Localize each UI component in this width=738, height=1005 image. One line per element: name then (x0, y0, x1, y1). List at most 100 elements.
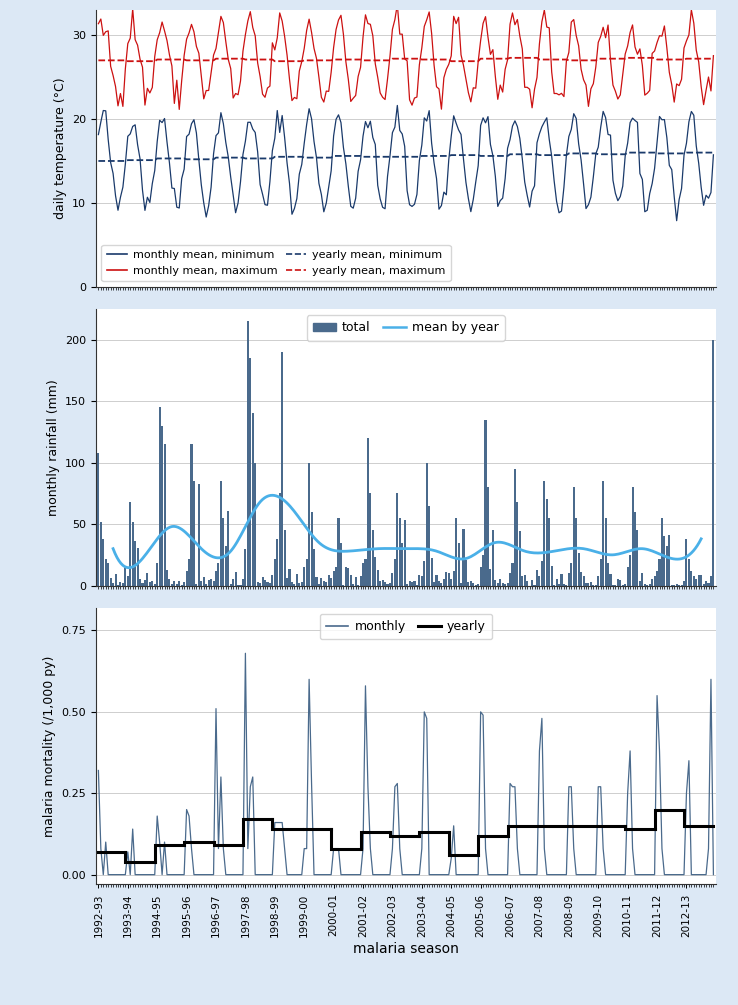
Bar (207, 580, 210, 586)
Bar (151, 582, 154, 586)
Bar (551, 566, 553, 586)
X-axis label: malaria season: malaria season (353, 943, 459, 957)
Bar (627, 567, 629, 586)
Bar (423, 561, 425, 586)
Bar (112, 583, 114, 586)
Bar (340, 543, 342, 586)
Bar (703, 584, 705, 586)
Bar (690, 571, 692, 586)
Bar (524, 575, 525, 586)
Bar (656, 571, 658, 586)
Bar (183, 582, 185, 586)
Legend: monthly, yearly: monthly, yearly (320, 614, 492, 639)
Bar (193, 481, 195, 586)
Bar (624, 584, 627, 586)
Bar (619, 580, 621, 586)
Y-axis label: monthly rainfall (mm): monthly rainfall (mm) (46, 379, 60, 516)
Bar (379, 581, 382, 586)
Bar (235, 572, 237, 586)
Bar (563, 585, 565, 586)
Bar (545, 499, 548, 586)
Bar (129, 501, 131, 586)
Bar (335, 567, 337, 586)
Bar (693, 576, 695, 586)
Bar (337, 518, 339, 586)
Bar (124, 566, 126, 586)
Bar (249, 358, 252, 586)
Bar (509, 573, 511, 586)
Bar (283, 531, 286, 586)
Bar (651, 579, 653, 586)
Bar (303, 567, 306, 586)
Bar (617, 579, 619, 586)
Bar (298, 583, 300, 586)
Bar (274, 559, 276, 586)
Bar (460, 583, 462, 586)
Bar (159, 407, 161, 586)
Bar (362, 564, 364, 586)
Bar (365, 559, 367, 586)
Bar (539, 576, 540, 586)
Bar (688, 559, 690, 586)
Bar (272, 575, 273, 586)
Bar (575, 518, 577, 586)
Bar (242, 579, 244, 586)
Bar (499, 579, 501, 586)
Bar (435, 575, 438, 586)
Bar (558, 585, 560, 586)
Bar (418, 576, 421, 586)
Bar (511, 564, 514, 586)
Bar (257, 582, 259, 586)
Bar (582, 577, 584, 586)
Bar (171, 584, 173, 586)
Legend: total, mean by year: total, mean by year (307, 316, 505, 341)
Bar (514, 468, 516, 586)
Bar (315, 577, 317, 586)
Bar (266, 582, 269, 586)
Bar (404, 521, 406, 586)
Bar (426, 462, 428, 586)
Bar (560, 574, 562, 586)
Bar (139, 579, 141, 586)
Bar (306, 559, 308, 586)
Bar (384, 582, 386, 586)
Bar (695, 579, 697, 586)
Bar (480, 567, 482, 586)
Bar (131, 522, 134, 586)
Bar (394, 559, 396, 586)
Bar (482, 555, 484, 586)
Bar (146, 573, 148, 586)
Bar (352, 584, 354, 586)
Bar (430, 559, 432, 586)
Bar (531, 580, 533, 586)
Bar (252, 413, 254, 586)
Bar (246, 322, 249, 586)
Bar (610, 574, 612, 586)
Bar (374, 557, 376, 586)
Bar (433, 582, 435, 586)
Bar (492, 530, 494, 586)
Bar (387, 584, 389, 586)
Bar (156, 564, 158, 586)
Bar (548, 518, 551, 586)
Bar (190, 444, 193, 586)
Bar (467, 582, 469, 586)
Bar (675, 585, 677, 586)
Bar (196, 584, 198, 586)
Bar (359, 576, 362, 586)
Bar (458, 543, 460, 586)
Bar (406, 584, 408, 586)
Bar (602, 481, 604, 586)
Bar (105, 559, 107, 586)
Bar (323, 581, 325, 586)
Bar (367, 438, 369, 586)
Bar (328, 575, 330, 586)
Bar (470, 581, 472, 586)
Bar (489, 569, 492, 586)
Bar (644, 584, 646, 586)
Bar (345, 567, 347, 586)
Bar (565, 585, 568, 586)
Bar (261, 577, 263, 586)
Bar (629, 555, 631, 586)
Bar (218, 564, 219, 586)
